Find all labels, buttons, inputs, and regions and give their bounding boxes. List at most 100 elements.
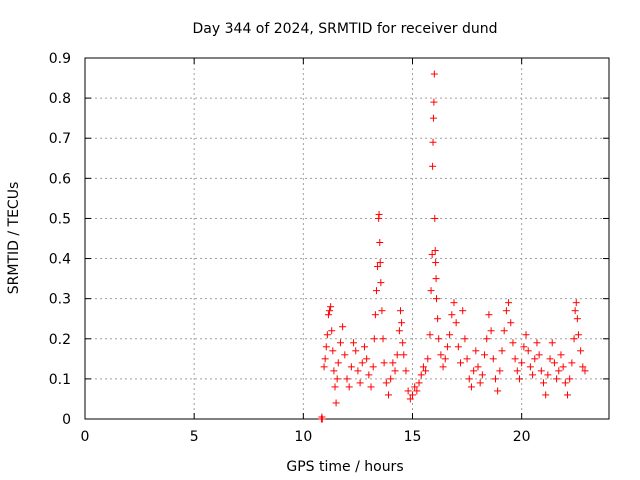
x-tick-label: 15 [404, 429, 422, 445]
data-point [515, 375, 523, 383]
x-tick-label: 20 [513, 429, 531, 445]
data-point [376, 259, 384, 267]
data-point [382, 379, 390, 387]
data-point [450, 299, 458, 307]
data-point [574, 331, 582, 339]
data-points [317, 70, 589, 423]
data-point [328, 327, 336, 335]
data-point [550, 359, 558, 367]
data-point [531, 355, 539, 363]
data-point [526, 363, 534, 371]
data-point [511, 355, 519, 363]
data-point [478, 371, 486, 379]
data-point [399, 339, 407, 347]
data-point [452, 319, 460, 327]
axis-ticks: 0 0.1 0.2 0.3 0.4 0.5 0.6 0.7 0.8 0.9 0 5 10 15 20 [49, 51, 609, 445]
data-point [321, 355, 329, 363]
data-point [429, 162, 437, 170]
data-point [332, 399, 340, 407]
data-point [326, 307, 334, 315]
data-point [377, 279, 385, 287]
data-point [491, 375, 499, 383]
data-point [454, 343, 462, 351]
data-point [428, 251, 436, 259]
data-point [483, 335, 491, 343]
data-point [465, 375, 473, 383]
data-point [470, 367, 478, 375]
data-point [537, 367, 545, 375]
data-point [411, 383, 419, 391]
data-point [378, 307, 386, 315]
data-point [524, 347, 532, 355]
data-point [329, 347, 337, 355]
y-tick-label: 0.2 [49, 332, 71, 348]
data-point [507, 319, 515, 327]
data-point [393, 351, 401, 359]
data-point [371, 311, 379, 319]
data-point [472, 347, 480, 355]
data-point [529, 371, 537, 379]
y-tick-label: 0.1 [49, 372, 71, 388]
data-point [542, 391, 550, 399]
data-point [367, 383, 375, 391]
data-point [461, 335, 469, 343]
data-point [559, 363, 567, 371]
data-point [322, 343, 330, 351]
data-point [430, 98, 438, 106]
data-point [498, 347, 506, 355]
data-point [429, 114, 437, 122]
data-point [579, 363, 587, 371]
data-point [433, 295, 441, 303]
data-point [320, 363, 328, 371]
y-tick-label: 0.4 [49, 252, 71, 268]
data-point [443, 343, 451, 351]
data-point [395, 327, 403, 335]
data-point [356, 379, 364, 387]
data-point [434, 315, 442, 323]
data-point [424, 355, 432, 363]
data-point [522, 331, 530, 339]
data-point [505, 299, 513, 307]
data-point [431, 214, 439, 222]
data-point [347, 363, 355, 371]
data-point [535, 351, 543, 359]
data-point [427, 287, 435, 295]
data-point [323, 331, 331, 339]
chart-title: Day 344 of 2024, SRMTID for receiver dun… [193, 21, 498, 37]
data-point [476, 379, 484, 387]
data-point [389, 359, 397, 367]
y-tick-label: 0.8 [49, 91, 71, 107]
data-point [581, 367, 589, 375]
data-point [494, 387, 502, 395]
data-point [327, 303, 335, 311]
data-point [561, 379, 569, 387]
data-point [404, 387, 412, 395]
data-point [432, 275, 440, 283]
data-point [435, 335, 443, 343]
data-point [533, 339, 541, 347]
data-point [384, 391, 392, 399]
data-point [430, 70, 438, 78]
data-point [341, 351, 349, 359]
data-point [360, 343, 368, 351]
data-point [548, 339, 556, 347]
data-point [481, 351, 489, 359]
data-point [331, 383, 339, 391]
data-point [544, 371, 552, 379]
data-point [431, 247, 439, 255]
data-point [577, 347, 585, 355]
data-point [441, 355, 449, 363]
data-point [513, 367, 521, 375]
y-tick-label: 0 [62, 412, 71, 428]
y-tick-label: 0.3 [49, 292, 71, 308]
data-point [557, 351, 565, 359]
y-tick-label: 0.9 [49, 51, 71, 67]
data-point [330, 367, 338, 375]
data-point [485, 311, 493, 319]
data-point [546, 355, 554, 363]
data-point [376, 239, 384, 247]
data-point [566, 375, 574, 383]
data-point [380, 359, 388, 367]
plot-frame [84, 57, 610, 420]
data-point [363, 355, 371, 363]
